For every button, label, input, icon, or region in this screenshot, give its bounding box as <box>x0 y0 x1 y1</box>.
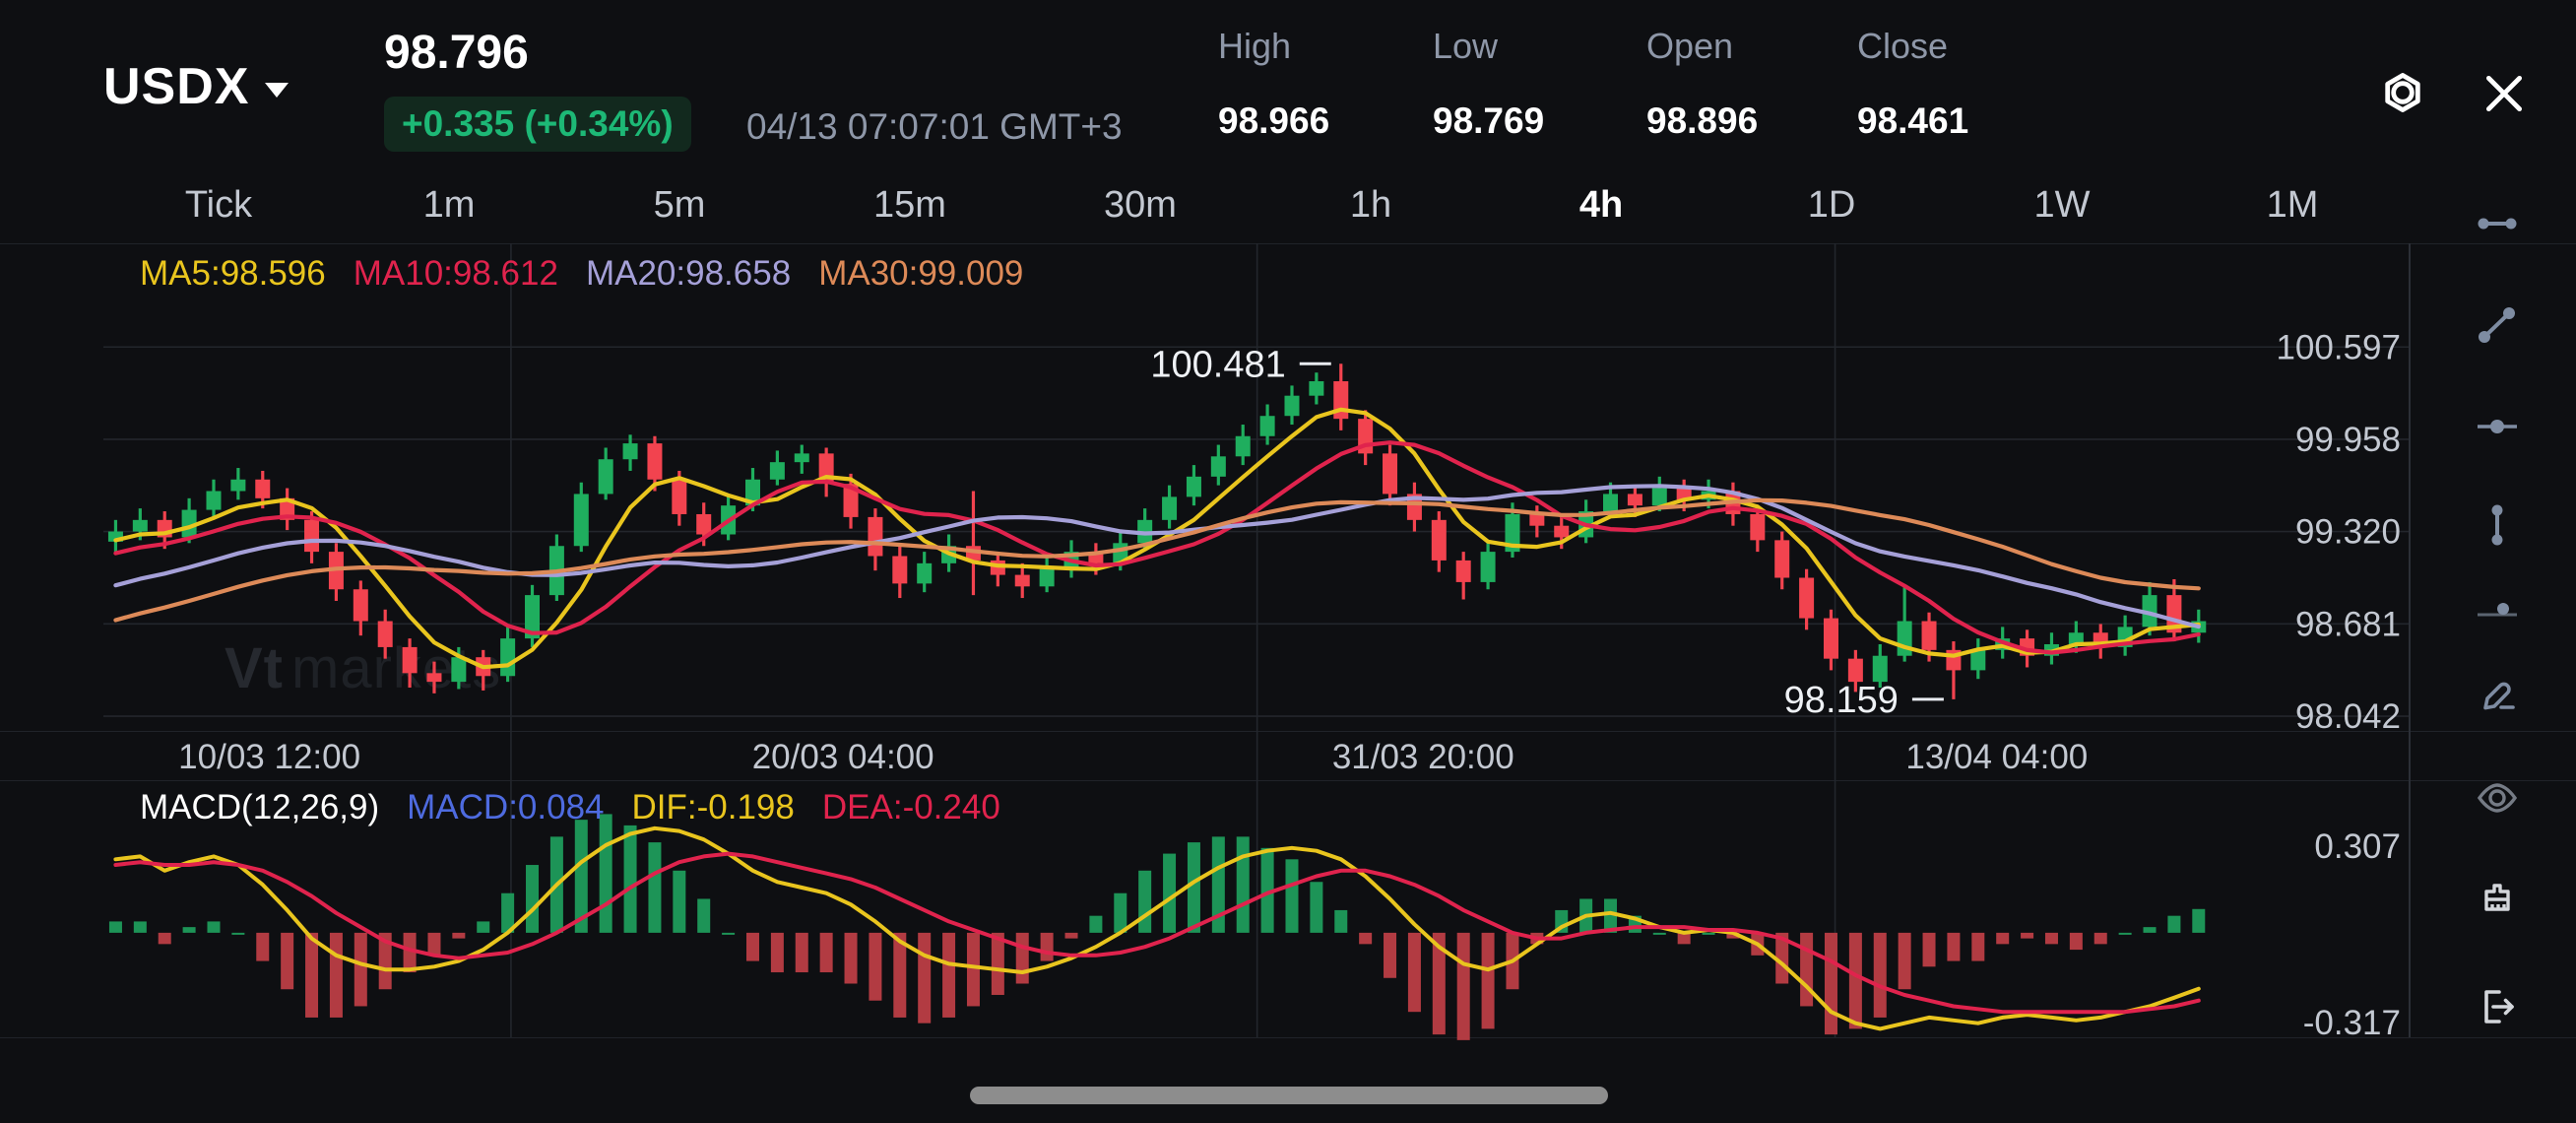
horizontal-line-icon <box>2478 420 2517 433</box>
ma-legend-item-2: MA20:98.658 <box>585 254 792 293</box>
symbol-name: USDX <box>103 58 250 115</box>
watermark-text: markets <box>291 636 502 700</box>
clear-drawings-button[interactable] <box>2474 878 2521 925</box>
ma-legend: MA5:98.596 MA10:98.612 MA20:98.658 MA30:99.… <box>140 254 1023 294</box>
trend-line-icon <box>2479 307 2515 343</box>
vertical-line-icon <box>2491 504 2503 546</box>
exit-drawing-mode-button[interactable] <box>2474 983 2521 1030</box>
stat-low-value: 98.769 <box>1433 100 1545 141</box>
time-axis-label: 10/03 12:00 <box>178 738 360 776</box>
last-price: 98.796 <box>384 27 529 79</box>
eye-icon <box>2477 783 2518 813</box>
brush-icon <box>2484 884 2510 911</box>
macd-legend-item-2: DIF:-0.198 <box>631 788 795 826</box>
settings-gear-icon <box>2385 73 2420 112</box>
stat-high-label: High <box>1218 26 1292 66</box>
divider <box>0 1037 2576 1038</box>
draw-pencil-button[interactable] <box>2474 669 2521 716</box>
stat-low-label: Low <box>1433 26 1499 66</box>
chevron-down-icon <box>265 82 290 98</box>
tab-1d[interactable]: 1D <box>1807 184 1856 226</box>
watermark-logo: Vt <box>225 636 284 700</box>
horizontal-scrollbar[interactable] <box>970 1087 1608 1104</box>
pencil-icon <box>2483 682 2515 710</box>
divider <box>0 780 2576 781</box>
macd-legend: MACD(12,26,9) MACD:0.084 DIF:-0.198 DEA:-0.… <box>140 788 1000 827</box>
visibility-toggle-button[interactable] <box>2474 774 2521 822</box>
tab-30m[interactable]: 30m <box>1104 184 1177 226</box>
ma-legend-item-1: MA10:98.612 <box>353 254 558 293</box>
stat-open-label: Open <box>1646 26 1734 66</box>
stat-close: Close 98.461 <box>1857 26 2054 142</box>
ma-legend-item-3: MA30:99.009 <box>818 254 1024 293</box>
close-button[interactable] <box>2479 69 2529 123</box>
segment-icon <box>2478 218 2517 230</box>
horizontal-ray-tool-button[interactable] <box>2474 587 2521 634</box>
stat-open: Open 98.896 <box>1646 26 1843 142</box>
tab-1h[interactable]: 1h <box>1349 184 1392 226</box>
tab-1m[interactable]: 1m <box>422 184 476 226</box>
stat-close-label: Close <box>1857 26 1949 66</box>
tab-5m[interactable]: 5m <box>653 184 706 226</box>
stat-low: Low 98.769 <box>1433 26 1630 142</box>
tab-tick[interactable]: Tick <box>184 184 253 226</box>
time-axis-label: 20/03 04:00 <box>752 738 934 776</box>
close-icon <box>2485 75 2523 112</box>
divider <box>0 731 2576 732</box>
broker-watermark: Vt markets <box>225 635 501 701</box>
vertical-line-tool-button[interactable] <box>2474 501 2521 549</box>
macd-legend-item-0: MACD(12,26,9) <box>140 788 380 826</box>
stat-high: High 98.966 <box>1218 26 1415 142</box>
exit-icon <box>2484 990 2514 1024</box>
tab-4h[interactable]: 4h <box>1578 184 1624 226</box>
macd-legend-item-3: DEA:-0.240 <box>821 788 1000 826</box>
ma-legend-item-0: MA5:98.596 <box>140 254 326 293</box>
time-axis-label: 13/04 04:00 <box>1905 738 2088 776</box>
symbol-selector[interactable]: USDX <box>103 57 290 116</box>
stat-open-value: 98.896 <box>1646 100 1759 141</box>
divider <box>0 243 2576 244</box>
segment-tool-button[interactable] <box>2474 201 2521 248</box>
tab-1w[interactable]: 1W <box>2033 184 2091 226</box>
time-axis-label: 31/03 20:00 <box>1332 738 1514 776</box>
horizontal-line-tool-button[interactable] <box>2474 403 2521 450</box>
stat-high-value: 98.966 <box>1218 100 1330 141</box>
horizontal-ray-icon <box>2478 603 2517 617</box>
stat-close-value: 98.461 <box>1857 100 1969 141</box>
macd-legend-item-1: MACD:0.084 <box>407 788 605 826</box>
tab-1m[interactable]: 1M <box>2266 184 2319 226</box>
timeframe-tabs: Tick 1m 5m 15m 30m 1h 4h 1D 1W 1M <box>103 167 2408 243</box>
settings-button[interactable] <box>2373 63 2432 127</box>
quote-timestamp: 04/13 07:07:01 GMT+3 <box>746 106 1123 147</box>
price-change-badge: +0.335 (+0.34%) <box>384 97 691 152</box>
trend-line-tool-button[interactable] <box>2474 301 2521 349</box>
tab-15m[interactable]: 15m <box>873 184 946 226</box>
